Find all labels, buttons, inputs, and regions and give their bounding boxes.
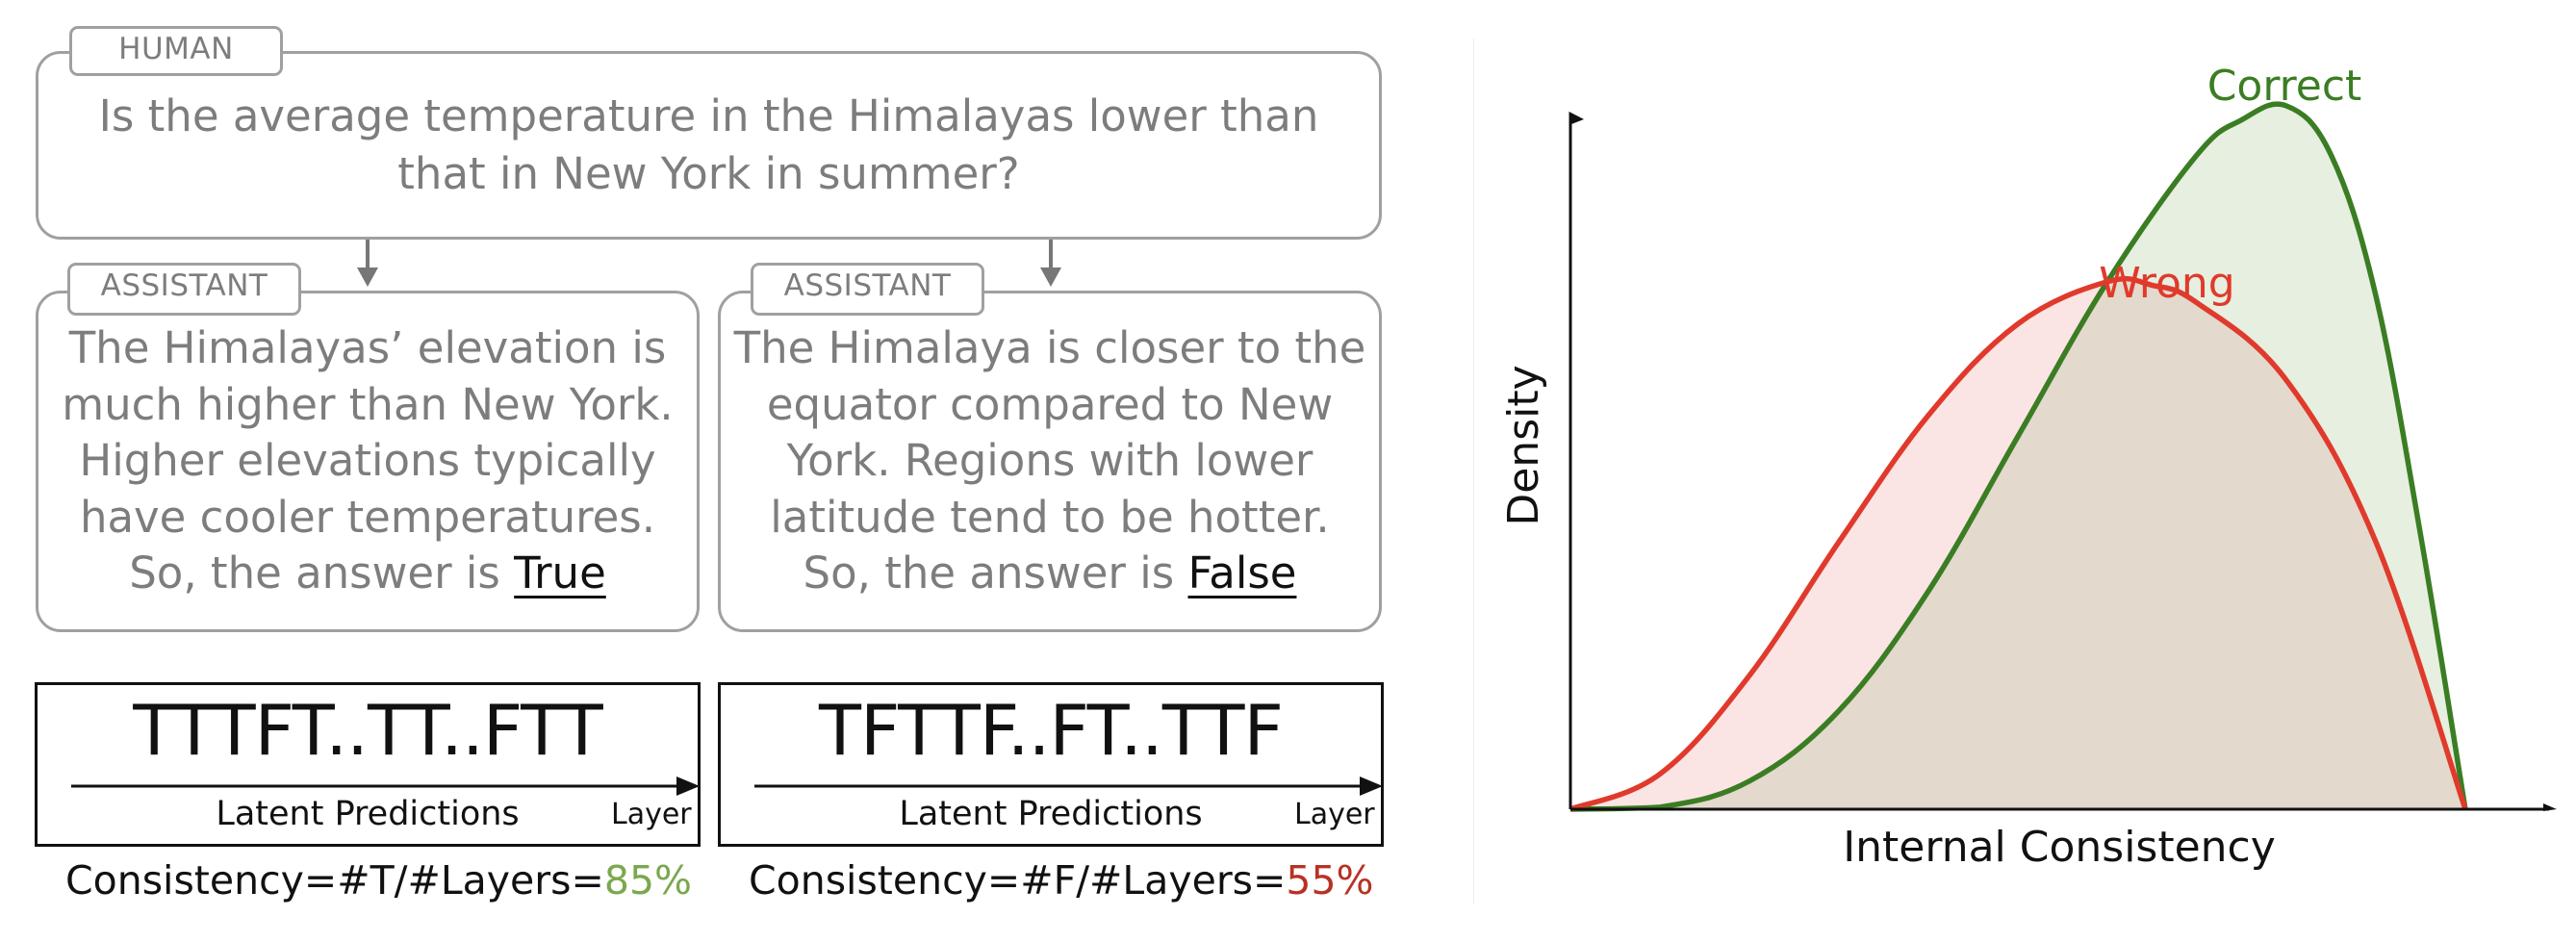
assistant-left-line-3: Higher elevations typically [79,435,656,486]
assistant-right-line-1: The Himalaya is closer to the [733,322,1366,373]
series-label-wrong: Wrong [2099,259,2234,308]
latent-predictions-left-box: TTTFT..TT..FTT Latent Predictions Layer [35,682,701,847]
latent-predictions-label-right: Latent Predictions [899,795,1203,833]
prediction-sequence-left: TTTFT..TT..FTT [133,690,603,771]
question-line-1: Is the average temperature in the Himala… [98,90,1319,141]
assistant-left-box [36,291,700,632]
layer-label-left: Layer [611,798,692,831]
question-line-2: that in New York in summer? [397,148,1020,199]
assistant-left-tag: ASSISTANT [67,263,301,316]
x-axis-arrow [2543,803,2557,811]
answer-prefix: So, the answer is [129,547,515,598]
answer-false: False [1187,547,1297,598]
assistant-right-line-3: York. Regions with lower [786,435,1314,486]
arrow-head-left [357,267,378,287]
layer-label-right: Layer [1294,798,1375,831]
assistant-right-tag: ASSISTANT [751,263,984,316]
latent-predictions-label-left: Latent Predictions [216,795,520,833]
assistant-left-text: The Himalayas’ elevation is much higher … [36,320,700,602]
assistant-right-answer-line: So, the answer is False [718,546,1382,602]
layer-arrow-right [754,777,1383,796]
human-tag: HUMAN [69,26,283,76]
arrow-head-right [1040,267,1061,287]
x-axis-label: Internal Consistency [1843,823,2276,872]
prediction-sequence-right: TFTTF..FT..TTF [819,690,1284,771]
curve-correct [1569,101,2468,812]
human-question-text: Is the average temperature in the Himala… [36,88,1382,203]
assistant-right-line-2: equator compared to New [766,378,1334,430]
answer-prefix: So, the answer is [803,547,1188,598]
curve-wrong [1569,275,2468,812]
latent-predictions-right-box: TFTTF..FT..TTF Latent Predictions Layer [718,682,1384,847]
human-question-box [36,51,1382,240]
assistant-left-answer-line: So, the answer is True [36,546,700,602]
assistant-right-text: The Himalaya is closer to the equator co… [718,320,1382,602]
y-axis-arrow [1569,112,1584,125]
density-chart: Internal Consistency Density Correct Wrong [1499,62,2557,872]
consistency-right: Consistency=#F/#Layers=55% [749,857,1374,904]
assistant-left-line-1: The Himalayas’ elevation is [68,322,667,373]
answer-true: True [514,547,606,598]
consistency-left: Consistency=#T/#Layers=85% [65,857,692,904]
assistant-right-box [718,291,1382,632]
panel-divider [1473,38,1474,904]
y-axis-label: Density [1499,365,1548,525]
arrow-line-right [1049,240,1053,268]
arrow-line-left [366,240,370,268]
assistant-left-line-2: much higher than New York. [62,378,674,430]
consistency-formula-right: Consistency=#F/#Layers= [749,857,1287,904]
layer-arrow-left [71,777,700,796]
consistency-value-left: 85% [603,857,692,904]
series-label-correct: Correct [2207,62,2362,111]
consistency-formula-left: Consistency=#T/#Layers= [65,857,604,904]
consistency-value-right: 55% [1286,857,1374,904]
assistant-left-line-4: have cooler temperatures. [79,491,656,543]
assistant-right-line-4: latitude tend to be hotter. [770,491,1330,543]
